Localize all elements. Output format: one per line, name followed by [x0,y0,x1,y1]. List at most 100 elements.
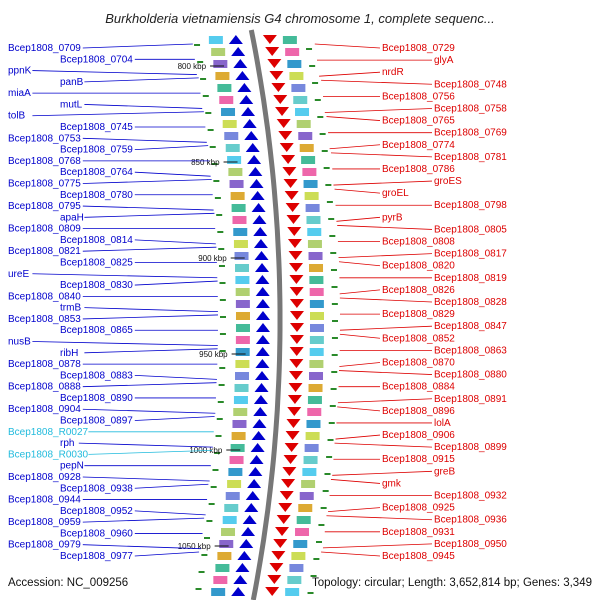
label-leader-line [82,43,193,49]
feature-block [235,312,250,320]
feature-block [217,552,232,560]
feature-block [233,240,248,248]
feature-block [308,252,323,260]
forward-gene-arrow [255,263,270,272]
tick-mark [330,269,337,271]
tick-mark [331,371,338,373]
label-leader-line [134,416,215,421]
gene-label: Bcep1808_0977 [60,551,133,562]
feature-block [282,36,297,44]
label-leader-line [329,144,381,150]
tick-mark [317,116,324,118]
tick-mark [209,146,216,148]
label-leader-line [328,507,381,513]
gene-label: Bcep1808_0932 [434,491,507,502]
reverse-gene-arrow [289,311,304,320]
feature-block [233,408,248,416]
reverse-gene-arrow [287,395,302,404]
tick-mark [330,388,337,390]
tick-mark [205,112,212,114]
gene-label: Bcep1808_0729 [382,43,455,54]
gene-label: Bcep1808_0809 [8,224,81,235]
label-leader-line [322,543,433,549]
gene-label: Bcep1808_0820 [382,261,455,272]
tick-mark [329,235,336,237]
tick-mark [310,575,317,577]
feature-block [213,576,228,584]
label-leader-line [84,307,218,313]
label-leader-line [338,253,433,259]
feature-block [234,252,249,260]
feature-block [235,276,250,284]
reverse-gene-arrow [282,167,297,176]
reverse-gene-arrow [278,131,293,140]
reverse-gene-arrow [275,527,290,536]
tick-mark [312,82,319,84]
tick-mark [197,61,204,63]
label-leader-line [134,171,211,177]
feature-block [235,324,250,332]
chromosome-backbone [248,29,283,600]
gene-label: nrdR [382,67,404,78]
tick-mark [219,367,226,369]
reverse-gene-arrow [285,203,300,212]
label-leader-line [338,370,433,375]
label-leader-line [82,246,217,252]
tick-mark [323,167,330,169]
gene-label: Bcep1808_0774 [382,140,455,151]
tick-mark [318,524,325,526]
feature-block [225,492,240,500]
label-leader-line [339,297,433,303]
tick-mark [206,520,213,522]
forward-gene-arrow [254,251,269,260]
feature-block [299,492,314,500]
forward-gene-arrow [249,455,264,464]
feature-block [298,504,313,512]
gene-label: ribH [60,348,78,359]
feature-block [230,444,245,452]
gene-label: Bcep1808_0936 [434,515,507,526]
gene-label: Bcep1808_0891 [434,394,507,405]
forward-gene-arrow [233,59,248,68]
gene-label: Bcep1808_0906 [382,430,455,441]
gene-label: Bcep1808_0775 [8,178,81,189]
tick-mark [314,99,321,101]
feature-block [306,420,321,428]
gene-label: Bcep1808_0704 [60,54,133,65]
reverse-gene-arrow [284,191,299,200]
label-leader-line [82,314,219,320]
feature-block [211,588,226,596]
label-leader-line [134,483,209,489]
tick-mark [326,456,333,458]
tick-mark [219,282,226,284]
gene-label: Bcep1808_0944 [8,495,81,506]
gene-label: Bcep1808_0853 [8,314,81,325]
label-leader-line [321,551,381,557]
label-leader-line [326,116,381,121]
feature-block [289,564,304,572]
forward-gene-arrow [253,407,268,416]
kbp-scale-label: 1050 kbp [178,542,211,551]
reverse-gene-arrow [289,359,304,368]
feature-block [233,228,248,236]
feature-block [308,384,323,392]
gene-label: Bcep1808_0865 [60,325,133,336]
label-leader-line [134,510,206,516]
gene-label: ureE [8,269,29,280]
tick-mark [329,405,336,407]
gene-label: pyrB [382,212,403,223]
reverse-gene-arrow [273,95,288,104]
gene-label: Bcep1808_0890 [60,393,133,404]
gene-label: Bcep1808_0828 [434,297,507,308]
tick-mark [212,469,219,471]
tick-mark [214,197,221,199]
feature-block [303,180,318,188]
feature-block [296,516,311,524]
feature-block [302,468,317,476]
reverse-gene-arrow [279,491,294,500]
reverse-gene-arrow [281,479,296,488]
gene-label: Bcep1808_0768 [8,156,81,167]
forward-gene-arrow [241,107,256,116]
tick-mark [217,231,224,233]
